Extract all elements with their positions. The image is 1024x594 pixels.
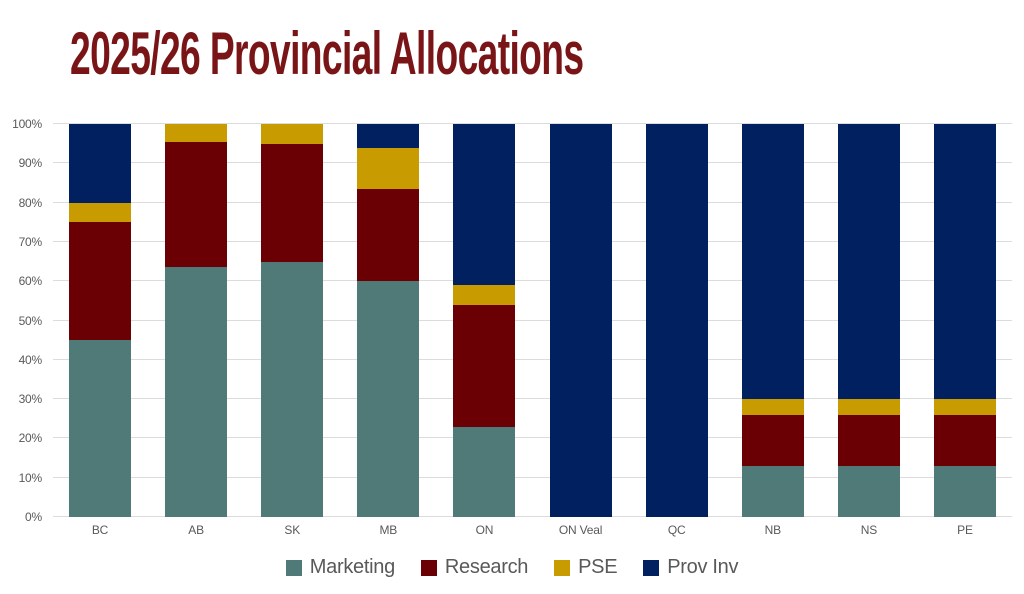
legend-label: Prov Inv xyxy=(667,556,739,578)
x-tick-label: ON Veal xyxy=(558,523,603,537)
plot-area xyxy=(53,123,1012,517)
y-tick-label: 10% xyxy=(18,470,43,485)
bar-segment-prov-inv xyxy=(933,124,996,400)
bar-segment-pse xyxy=(837,399,900,415)
bar-qc xyxy=(645,124,708,517)
y-tick-label: 100% xyxy=(12,117,42,131)
gridline xyxy=(53,476,1012,478)
x-tick-label: AB xyxy=(188,523,204,537)
y-tick-label: 70% xyxy=(18,234,43,249)
bar-sk xyxy=(261,124,324,517)
bar-segment-pse xyxy=(741,399,804,415)
legend-label: Research xyxy=(444,556,529,578)
legend-swatch-icon xyxy=(285,559,302,576)
gridline xyxy=(53,201,1012,203)
bar-segment-pse xyxy=(933,399,996,415)
bar-segment-prov-inv xyxy=(69,124,131,203)
bar-segment-pse xyxy=(69,202,131,223)
legend-swatch-icon xyxy=(554,559,571,576)
bar-segment-marketing xyxy=(165,267,228,517)
legend-label: PSE xyxy=(578,556,618,578)
bar-segment-research xyxy=(453,304,516,427)
gridline xyxy=(53,516,1012,517)
bar-pe xyxy=(933,124,996,517)
bar-segment-research xyxy=(357,188,420,282)
bar-segment-pse xyxy=(165,124,228,142)
bar-segment-prov-inv xyxy=(741,124,804,400)
bar-segment-marketing xyxy=(933,465,996,517)
y-tick-label: 20% xyxy=(18,431,43,446)
bar-segment-prov-inv xyxy=(837,124,900,400)
bar-segment-pse xyxy=(453,285,516,305)
x-tick-label: MB xyxy=(379,523,398,537)
chart-title: 2025/26 Provincial Allocations xyxy=(70,20,584,87)
gridline xyxy=(53,319,1012,321)
x-axis: BC AB SK MB ON ON Veal QC NB NS PE xyxy=(53,523,1012,537)
x-tick-label: ON xyxy=(475,523,494,537)
y-tick-label: 80% xyxy=(18,195,43,210)
bar-nb xyxy=(741,124,804,517)
legend-swatch-icon xyxy=(643,559,660,576)
bar-ab xyxy=(165,124,228,517)
legend-item-prov-inv: Prov Inv xyxy=(643,556,739,579)
x-tick-label: PE xyxy=(957,523,973,537)
bar-segment-research xyxy=(933,414,996,466)
bar-bc xyxy=(69,124,131,517)
y-tick-label: 0% xyxy=(25,510,42,524)
legend-item-research: Research xyxy=(420,556,529,579)
y-tick-label: 30% xyxy=(18,392,43,407)
bar-segment-marketing xyxy=(357,281,420,517)
legend: Marketing Research PSE Prov Inv xyxy=(0,556,1024,579)
bar-segment-marketing xyxy=(837,465,900,517)
x-tick-label: NB xyxy=(764,523,781,537)
y-tick-label: 60% xyxy=(18,274,43,289)
bar-mb xyxy=(357,124,420,517)
gridline xyxy=(53,437,1012,439)
bar-segment-marketing xyxy=(741,465,804,517)
gridline xyxy=(53,398,1012,400)
legend-item-pse: PSE xyxy=(554,556,618,579)
bar-segment-marketing xyxy=(261,261,324,517)
bar-segment-prov-inv xyxy=(453,124,516,286)
y-tick-label: 50% xyxy=(18,313,43,328)
bars-row xyxy=(53,124,1012,517)
bar-on xyxy=(453,124,516,517)
bar-segment-pse xyxy=(357,147,420,189)
gridline xyxy=(53,280,1012,282)
bar-ns xyxy=(837,124,900,517)
bar-segment-prov-inv xyxy=(549,124,612,517)
x-tick-label: SK xyxy=(284,523,301,537)
legend-item-marketing: Marketing xyxy=(285,556,395,579)
x-tick-label: QC xyxy=(667,523,686,537)
bar-on-veal xyxy=(549,124,612,517)
y-tick-label: 90% xyxy=(18,156,43,171)
bar-segment-research xyxy=(261,143,324,262)
bar-segment-pse xyxy=(261,124,324,144)
x-tick-label: NS xyxy=(860,523,878,537)
bar-segment-research xyxy=(741,414,804,466)
bar-segment-prov-inv xyxy=(357,124,420,148)
y-axis: 0% 10% 20% 30% 40% 50% 60% 70% 80% 90% 100% xyxy=(0,117,44,524)
bar-segment-research xyxy=(69,222,131,341)
legend-swatch-icon xyxy=(420,559,437,576)
bar-segment-research xyxy=(165,141,228,268)
gridline xyxy=(53,162,1012,164)
bar-segment-marketing xyxy=(69,340,131,517)
legend-label: Marketing xyxy=(309,556,395,578)
bar-segment-marketing xyxy=(453,426,516,517)
gridline xyxy=(53,240,1012,242)
gridline xyxy=(53,358,1012,360)
bar-segment-research xyxy=(837,414,900,466)
bar-segment-prov-inv xyxy=(645,124,708,517)
y-tick-label: 40% xyxy=(18,352,43,367)
gridline xyxy=(53,123,1012,124)
x-tick-label: BC xyxy=(91,523,109,537)
